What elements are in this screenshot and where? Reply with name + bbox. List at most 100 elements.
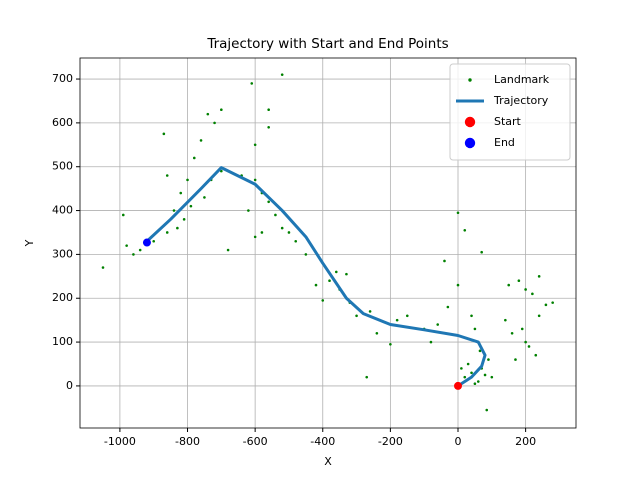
point bbox=[321, 299, 325, 302]
point bbox=[524, 340, 527, 344]
point bbox=[395, 318, 399, 322]
point bbox=[179, 191, 183, 195]
y-tick-label: 200 bbox=[52, 291, 73, 304]
point bbox=[172, 209, 176, 212]
point bbox=[213, 121, 216, 125]
point bbox=[328, 279, 331, 283]
point bbox=[162, 132, 166, 136]
point bbox=[365, 375, 369, 379]
y-tick-label: 600 bbox=[52, 116, 73, 129]
point bbox=[287, 231, 291, 234]
point bbox=[520, 327, 524, 331]
point bbox=[189, 204, 193, 208]
point bbox=[443, 259, 446, 263]
x-tick-label: -800 bbox=[175, 435, 200, 448]
point bbox=[534, 353, 538, 357]
point bbox=[531, 292, 534, 296]
point bbox=[544, 303, 548, 307]
point bbox=[551, 301, 554, 304]
point bbox=[470, 314, 473, 318]
trajectory-line bbox=[145, 166, 487, 388]
point bbox=[121, 213, 125, 217]
point bbox=[253, 178, 257, 182]
point bbox=[454, 381, 463, 390]
point bbox=[537, 275, 541, 278]
y-tick-label: 400 bbox=[52, 204, 73, 217]
point bbox=[355, 314, 358, 318]
point bbox=[206, 112, 210, 116]
point bbox=[478, 349, 482, 353]
point bbox=[375, 332, 379, 335]
point bbox=[473, 382, 477, 386]
point bbox=[487, 358, 490, 361]
legend-swatch bbox=[464, 116, 476, 128]
point bbox=[182, 218, 186, 221]
point bbox=[250, 82, 254, 85]
point bbox=[463, 375, 467, 379]
point bbox=[460, 367, 463, 370]
point bbox=[267, 200, 270, 204]
chart-title: Trajectory with Start and End Points bbox=[206, 36, 448, 52]
point bbox=[334, 270, 338, 274]
point bbox=[368, 310, 372, 313]
point bbox=[527, 345, 531, 348]
point bbox=[192, 156, 196, 160]
x-tick-label: -200 bbox=[378, 435, 403, 448]
point bbox=[132, 253, 135, 256]
x-tick-label: 0 bbox=[455, 435, 462, 448]
point bbox=[470, 371, 473, 375]
point bbox=[483, 373, 487, 377]
legend-swatch bbox=[468, 78, 472, 82]
point bbox=[476, 380, 480, 383]
point bbox=[436, 323, 440, 326]
point bbox=[429, 340, 433, 344]
point bbox=[186, 178, 189, 182]
y-tick-label: 0 bbox=[66, 379, 73, 392]
point bbox=[176, 226, 179, 230]
point bbox=[247, 209, 250, 212]
point bbox=[456, 211, 460, 215]
point bbox=[280, 226, 284, 230]
legend-label: End bbox=[494, 136, 515, 149]
point bbox=[294, 239, 298, 243]
point bbox=[405, 314, 409, 318]
point bbox=[274, 213, 277, 217]
point bbox=[524, 288, 527, 291]
y-tick-label: 100 bbox=[52, 335, 73, 348]
point bbox=[510, 332, 514, 335]
point bbox=[280, 73, 284, 76]
point bbox=[165, 231, 169, 234]
point bbox=[253, 235, 257, 239]
point bbox=[345, 272, 348, 276]
point bbox=[490, 375, 494, 379]
point bbox=[226, 248, 230, 252]
y-tick-label: 300 bbox=[52, 247, 73, 260]
point bbox=[220, 169, 223, 173]
point bbox=[199, 139, 203, 142]
y-axis-label: Y bbox=[23, 239, 36, 247]
point bbox=[260, 231, 264, 234]
point bbox=[514, 358, 517, 361]
point bbox=[101, 266, 105, 269]
point bbox=[142, 238, 151, 247]
point bbox=[456, 283, 460, 287]
point bbox=[463, 228, 467, 232]
point bbox=[267, 125, 270, 129]
x-tick-label: 200 bbox=[515, 435, 536, 448]
x-tick-label: -1000 bbox=[104, 435, 136, 448]
point bbox=[480, 250, 483, 254]
x-axis-label: X bbox=[324, 455, 332, 468]
point bbox=[165, 174, 169, 177]
point bbox=[507, 283, 511, 287]
point bbox=[220, 108, 223, 112]
y-tick-label: 500 bbox=[52, 160, 73, 173]
point bbox=[138, 248, 142, 252]
y-tick-label: 700 bbox=[52, 72, 73, 85]
plot-frame bbox=[79, 57, 577, 429]
x-tick-label: -600 bbox=[243, 435, 268, 448]
point bbox=[253, 143, 257, 147]
legend-swatch bbox=[464, 137, 476, 149]
point bbox=[304, 253, 308, 256]
legend-label: Start bbox=[494, 115, 522, 128]
